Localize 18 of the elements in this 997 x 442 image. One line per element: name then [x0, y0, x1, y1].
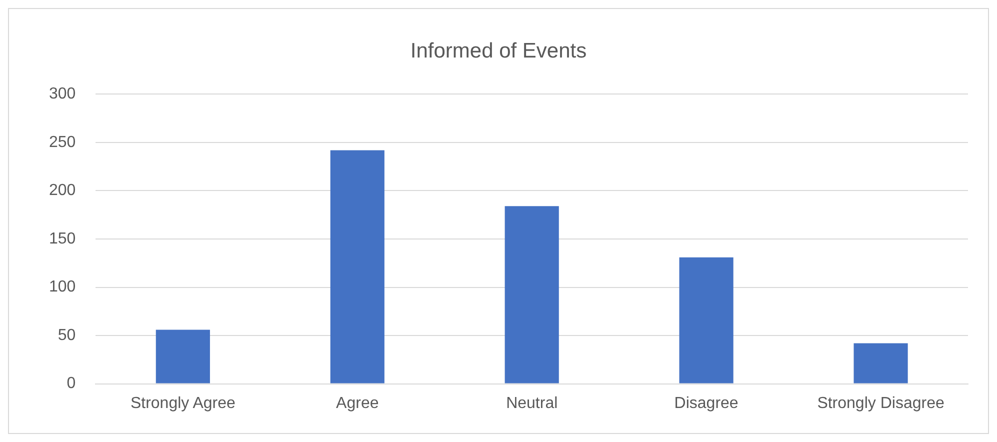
x-tick-label: Neutral — [506, 394, 558, 412]
bar — [156, 330, 210, 384]
y-tick-label: 250 — [48, 134, 76, 151]
x-tick-label: Strongly Disagree — [817, 394, 944, 412]
y-tick-label: 200 — [48, 182, 76, 200]
x-tick-label: Disagree — [674, 394, 738, 412]
y-tick-label: 300 — [48, 86, 76, 103]
x-tick-label: Agree — [336, 394, 379, 412]
y-tick-label: 100 — [48, 278, 76, 296]
bar — [330, 150, 384, 384]
y-tick-label: 0 — [66, 375, 76, 392]
chart-title: Informed of Events — [410, 39, 587, 62]
y-tick-label: 50 — [58, 326, 76, 344]
bar — [854, 343, 908, 384]
y-tick-label: 150 — [48, 230, 76, 248]
bar — [679, 257, 734, 384]
bar — [504, 206, 559, 384]
x-tick-label: Strongly Agree — [130, 394, 236, 412]
